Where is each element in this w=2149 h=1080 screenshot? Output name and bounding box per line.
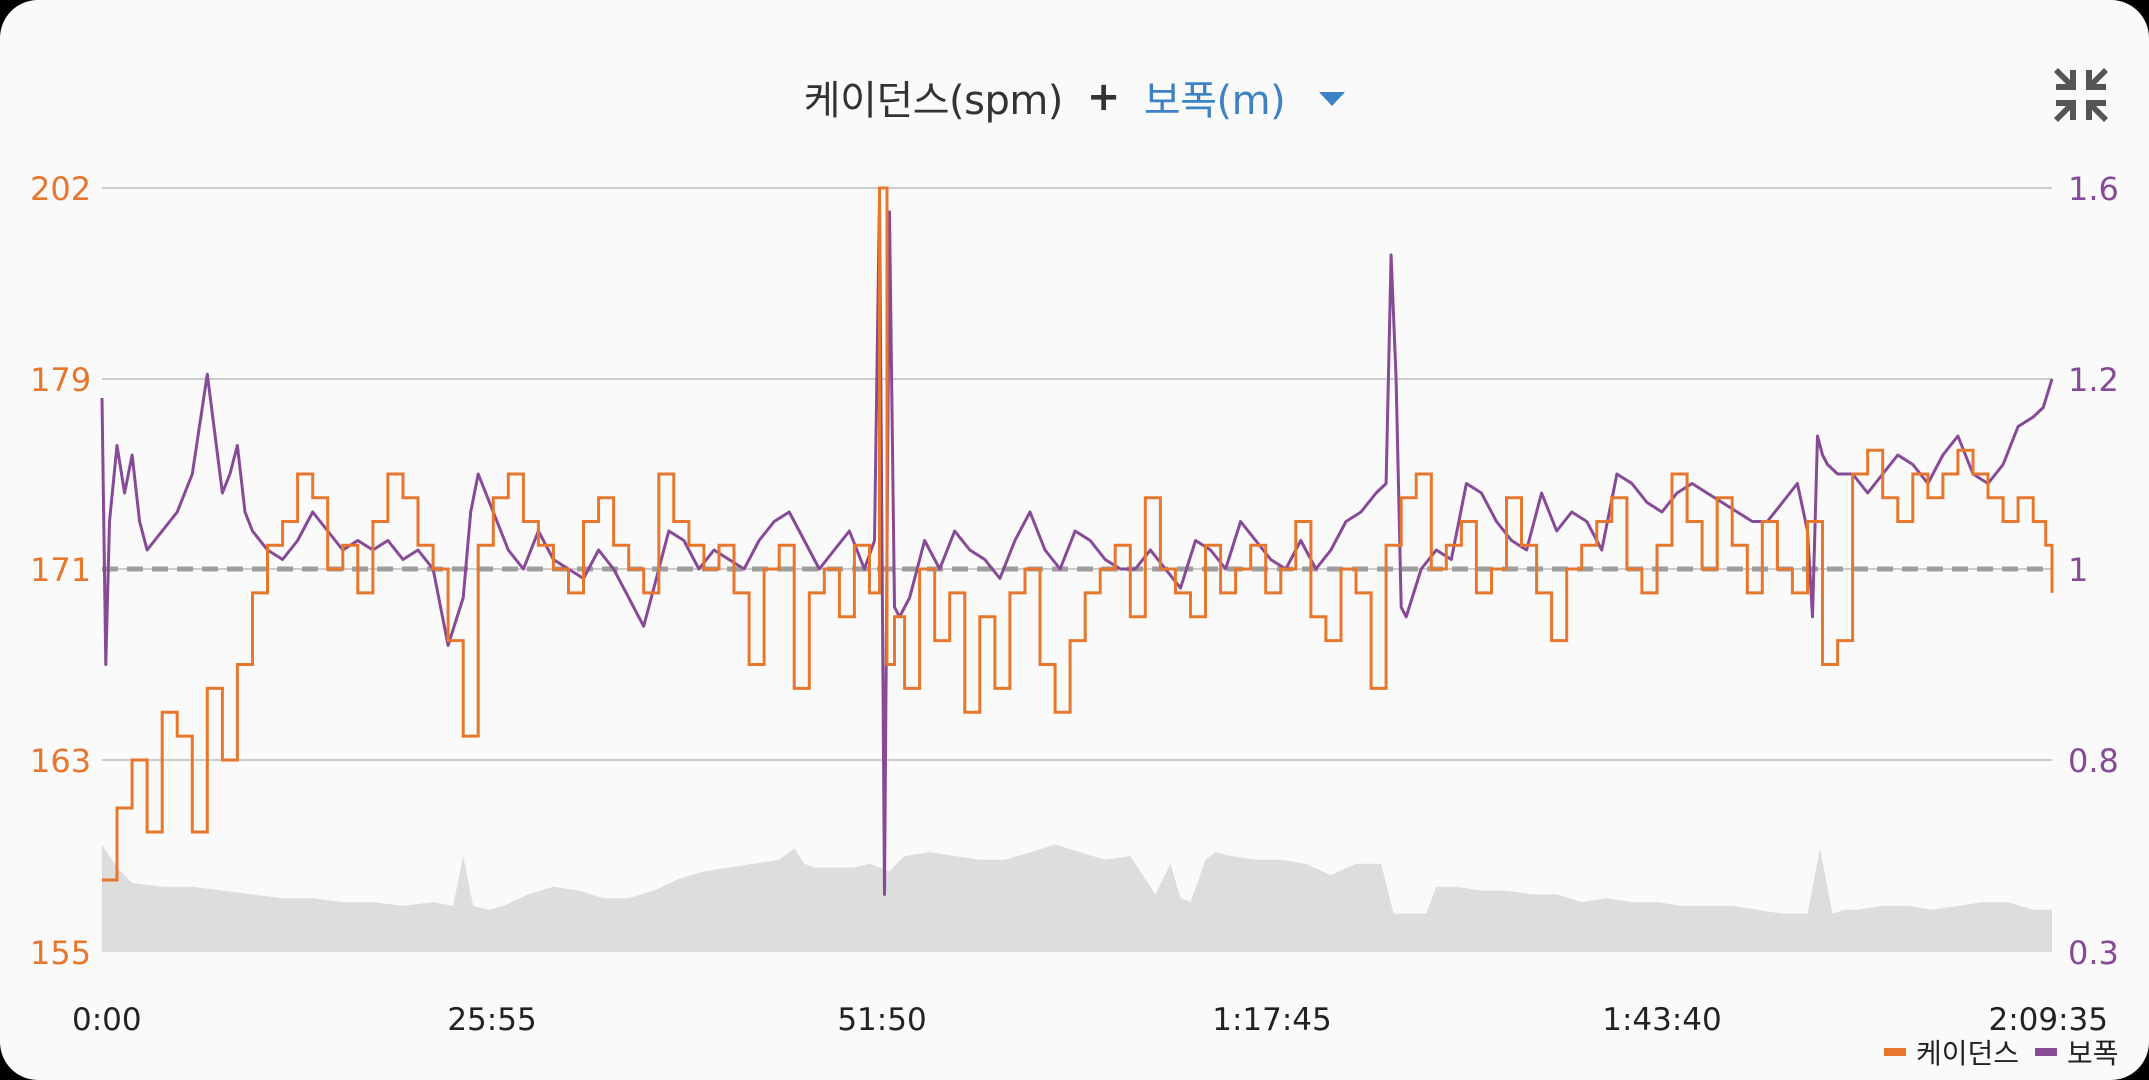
plus-sign: + xyxy=(1086,74,1121,120)
x-axis-ticks: 0:00 25:55 51:50 1:17:45 1:43:40 2:09:35 xyxy=(72,1002,2108,1038)
legend-label-cadence: 케이던스 xyxy=(1916,1037,2020,1070)
y-right-tick-label: 1.6 xyxy=(2068,170,2119,208)
y-left-tick-label: 202 xyxy=(30,170,91,208)
x-tick-label: 2:09:35 xyxy=(1988,1002,2108,1038)
cadence-line xyxy=(102,186,2054,882)
elevation-area xyxy=(102,844,2052,952)
right-axis-ticks: 0.3 0.8 1 1.2 1.6 xyxy=(2068,170,2119,972)
x-tick-label: 1:43:40 xyxy=(1602,1002,1722,1038)
stride-line xyxy=(100,196,2054,896)
legend-label-stride: 보폭 xyxy=(2067,1037,2119,1070)
y-left-tick-label: 171 xyxy=(30,551,91,589)
legend: 케이던스 보폭 xyxy=(1868,1032,2119,1072)
x-tick-label: 51:50 xyxy=(837,1002,926,1038)
primary-metric-label: 케이던스(spm) xyxy=(803,78,1064,124)
x-tick-label: 1:17:45 xyxy=(1212,1002,1332,1038)
chart-header: 케이던스(spm) + 보폭(m) xyxy=(0,62,2149,132)
y-right-tick-label: 1.2 xyxy=(2068,361,2119,399)
left-axis-ticks: 155 163 171 179 202 xyxy=(30,170,91,972)
y-right-tick-label: 1 xyxy=(2068,551,2088,589)
y-left-tick-label: 179 xyxy=(30,361,91,399)
x-tick-label: 25:55 xyxy=(447,1002,536,1038)
y-right-tick-label: 0.3 xyxy=(2068,934,2119,972)
x-tick-label: 0:00 xyxy=(72,1002,142,1038)
secondary-metric-selector[interactable]: 보폭(m) xyxy=(1143,78,1286,124)
series-layer xyxy=(100,186,2054,896)
legend-item-cadence: 케이던스 xyxy=(1884,1032,2019,1072)
collapse-icon[interactable] xyxy=(2048,62,2114,128)
legend-swatch-cadence xyxy=(1884,1048,1906,1056)
y-right-tick-label: 0.8 xyxy=(2068,742,2119,780)
y-left-tick-label: 163 xyxy=(30,742,91,780)
y-left-tick-label: 155 xyxy=(30,934,91,972)
legend-item-stride: 보폭 xyxy=(2035,1032,2119,1072)
caret-down-icon[interactable] xyxy=(1319,92,1346,106)
elevation-area-layer xyxy=(102,844,2052,952)
legend-swatch-stride xyxy=(2035,1048,2058,1056)
